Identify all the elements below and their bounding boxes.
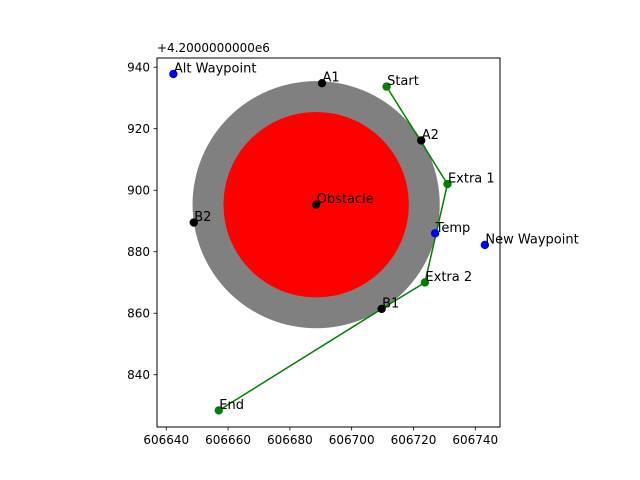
y-tick-label: 940 <box>127 61 150 75</box>
point-label-extra-1: Extra 1 <box>448 172 495 187</box>
x-tick-label: 606660 <box>205 433 251 447</box>
points-layer <box>169 69 490 415</box>
point-label-b2: B2 <box>194 210 211 225</box>
point-label-start: Start <box>387 74 419 89</box>
point-temp <box>430 229 440 238</box>
point-alt-waypoint <box>169 69 178 79</box>
x-tick-label: 606720 <box>391 433 437 447</box>
point-start <box>382 82 391 91</box>
y-tick-label: 860 <box>127 307 150 321</box>
point-end <box>214 406 224 415</box>
labels-layer: Alt Waypoint A1 Start A2 Extra 1 Obstacle B2 Te… <box>174 61 579 412</box>
y-tick-label: 880 <box>127 245 150 259</box>
point-a1 <box>317 79 327 88</box>
point-label-b1: B1 <box>382 296 399 311</box>
point-label-alt-waypoint: Alt Waypoint <box>174 61 257 76</box>
y-axis: 840 860 880 900 920 940 <box>127 61 157 382</box>
point-b2 <box>189 218 198 227</box>
point-a2 <box>417 136 426 145</box>
point-extra-2 <box>420 278 430 287</box>
point-label-end: End <box>219 398 244 413</box>
point-obstacle <box>311 200 321 209</box>
point-new-waypoint <box>480 240 490 250</box>
point-label-new-waypoint: New Waypoint <box>485 232 578 247</box>
y-offset-label: +4.2000000000e6 <box>157 41 270 55</box>
point-label-extra-2: Extra 2 <box>425 270 472 285</box>
y-tick-label: 900 <box>127 184 150 198</box>
x-tick-label: 606740 <box>452 433 498 447</box>
point-label-a2: A2 <box>422 128 439 143</box>
point-label-temp: Temp <box>435 221 471 236</box>
point-extra-1 <box>443 179 452 189</box>
point-label-obstacle: Obstacle <box>317 192 374 207</box>
point-label-a1: A1 <box>323 71 340 86</box>
y-tick-label: 920 <box>127 122 150 136</box>
x-tick-label: 606640 <box>143 433 189 447</box>
x-tick-label: 606700 <box>329 433 375 447</box>
axes-frame <box>156 57 501 428</box>
x-axis: 606640 606660 606680 606700 606720 606740 <box>143 427 498 447</box>
x-tick-label: 606680 <box>267 433 313 447</box>
point-b1 <box>377 304 386 314</box>
y-tick-label: 840 <box>127 368 150 382</box>
